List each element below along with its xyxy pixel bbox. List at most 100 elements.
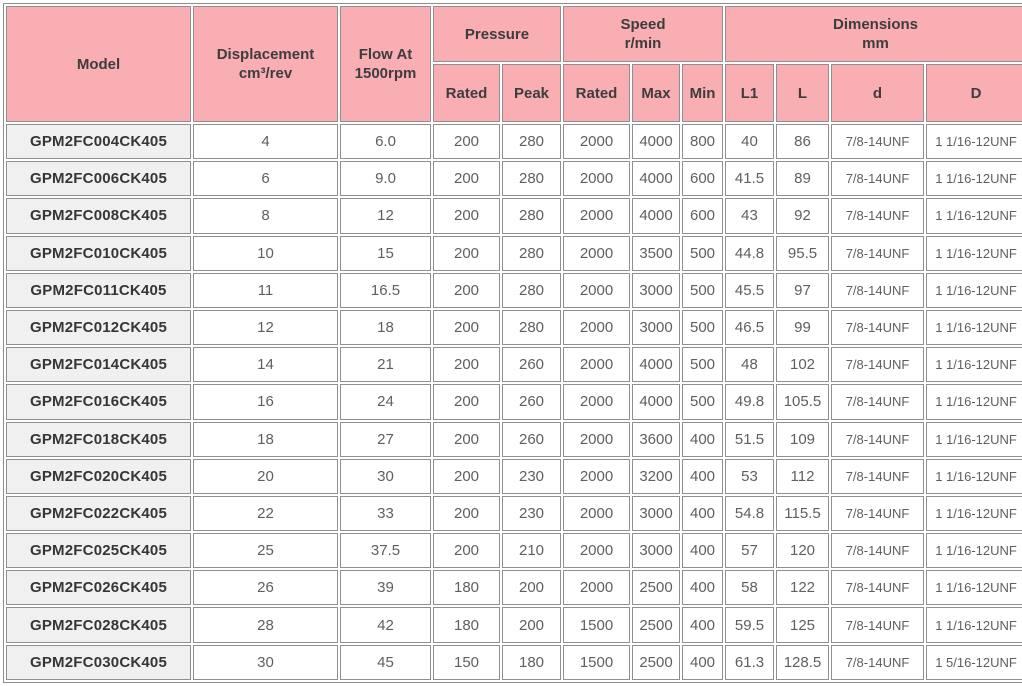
d-cell: 7/8-14UNF — [831, 421, 924, 457]
l-cell: 86 — [776, 124, 829, 160]
flow-cell: 39 — [340, 570, 431, 606]
col-header-flow: Flow At 1500rpm — [340, 6, 431, 122]
displacement-cell: 14 — [193, 347, 338, 383]
pressure-rated-cell: 200 — [433, 124, 500, 160]
l1-cell: 41.5 — [725, 161, 774, 197]
pressure-rated-cell: 150 — [433, 644, 500, 680]
D-cell: 1 1/16-12UNF — [926, 161, 1022, 197]
col-header-d: d — [831, 64, 924, 122]
l1-cell: 59.5 — [725, 607, 774, 643]
model-cell: GPM2FC006CK405 — [6, 161, 191, 197]
model-cell: GPM2FC008CK405 — [6, 198, 191, 234]
d-cell: 7/8-14UNF — [831, 533, 924, 569]
flow-cell: 15 — [340, 235, 431, 271]
pressure-rated-cell: 200 — [433, 309, 500, 346]
l1-cell: 53 — [725, 458, 774, 494]
speed-max-cell: 3600 — [632, 421, 680, 457]
pressure-peak-cell: 200 — [502, 607, 561, 643]
pressure-peak-cell: 280 — [502, 272, 561, 308]
speed-rated-cell: 2000 — [563, 495, 630, 532]
table-row: GPM2FC018CK405 18 27 200 260 2000 3600 400 51.5 1… — [6, 421, 1022, 457]
pressure-peak-cell: 280 — [502, 198, 561, 234]
table-row: GPM2FC010CK405 10 15 200 280 2000 3500 500 44.8 9… — [6, 235, 1022, 271]
flow-cell: 45 — [340, 644, 431, 680]
speed-min-cell: 400 — [682, 458, 723, 494]
D-cell: 1 1/16-12UNF — [926, 533, 1022, 569]
l1-cell: 58 — [725, 570, 774, 606]
flow-cell: 27 — [340, 421, 431, 457]
table-row: GPM2FC008CK405 8 12 200 280 2000 4000 600 43 92 7/… — [6, 198, 1022, 234]
l1-cell: 40 — [725, 124, 774, 160]
l-cell: 128.5 — [776, 644, 829, 680]
speed-min-cell: 400 — [682, 644, 723, 680]
speed-rated-cell: 2000 — [563, 124, 630, 160]
displacement-cell: 25 — [193, 533, 338, 569]
l1-cell: 49.8 — [725, 384, 774, 420]
model-cell: GPM2FC016CK405 — [6, 384, 191, 420]
pressure-rated-cell: 180 — [433, 607, 500, 643]
model-cell: GPM2FC011CK405 — [6, 272, 191, 308]
l1-cell: 44.8 — [725, 235, 774, 271]
speed-max-cell: 3200 — [632, 458, 680, 494]
pressure-peak-cell: 280 — [502, 161, 561, 197]
d-cell: 7/8-14UNF — [831, 235, 924, 271]
table-row: GPM2FC020CK405 20 30 200 230 2000 3200 400 53 112… — [6, 458, 1022, 494]
speed-min-cell: 400 — [682, 495, 723, 532]
flow-cell: 37.5 — [340, 533, 431, 569]
speed-max-cell: 4000 — [632, 384, 680, 420]
l1-cell: 46.5 — [725, 309, 774, 346]
speed-rated-cell: 2000 — [563, 533, 630, 569]
table-row: GPM2FC028CK405 28 42 180 200 1500 2500 400 59.5 1… — [6, 607, 1022, 643]
speed-rated-cell: 2000 — [563, 235, 630, 271]
speed-max-cell: 3000 — [632, 495, 680, 532]
table-row: GPM2FC026CK405 26 39 180 200 2000 2500 400 58 122… — [6, 570, 1022, 606]
col-header-displacement: Displacement cm³/rev — [193, 6, 338, 122]
displacement-cell: 11 — [193, 272, 338, 308]
d-cell: 7/8-14UNF — [831, 495, 924, 532]
displacement-cell: 30 — [193, 644, 338, 680]
col-header-model: Model — [6, 6, 191, 122]
table-header: Model Displacement cm³/rev Flow At 1500r… — [6, 6, 1022, 122]
group-header-dimensions: Dimensions mm — [725, 6, 1022, 62]
table-row: GPM2FC030CK405 30 45 150 180 1500 2500 400 61.3 1… — [6, 644, 1022, 680]
speed-rated-cell: 2000 — [563, 458, 630, 494]
l1-cell: 54.8 — [725, 495, 774, 532]
d-cell: 7/8-14UNF — [831, 309, 924, 346]
table-body: GPM2FC004CK405 4 6.0 200 280 2000 4000 800 40 86 7… — [6, 124, 1022, 680]
speed-rated-cell: 1500 — [563, 644, 630, 680]
col-header-speed-rated: Rated — [563, 64, 630, 122]
pressure-peak-cell: 280 — [502, 124, 561, 160]
D-cell: 1 1/16-12UNF — [926, 309, 1022, 346]
speed-min-cell: 400 — [682, 421, 723, 457]
col-header-pressure-peak: Peak — [502, 64, 561, 122]
group-header-speed-line2: r/min — [624, 35, 662, 52]
l-cell: 102 — [776, 347, 829, 383]
pressure-peak-cell: 200 — [502, 570, 561, 606]
col-header-l1: L1 — [725, 64, 774, 122]
speed-rated-cell: 2000 — [563, 198, 630, 234]
flow-cell: 24 — [340, 384, 431, 420]
displacement-cell: 26 — [193, 570, 338, 606]
speed-max-cell: 3500 — [632, 235, 680, 271]
pressure-peak-cell: 260 — [502, 347, 561, 383]
d-cell: 7/8-14UNF — [831, 161, 924, 197]
pump-spec-table: Model Displacement cm³/rev Flow At 1500r… — [3, 3, 1022, 683]
speed-max-cell: 4000 — [632, 161, 680, 197]
pressure-peak-cell: 260 — [502, 421, 561, 457]
flow-cell: 33 — [340, 495, 431, 532]
pressure-rated-cell: 200 — [433, 421, 500, 457]
speed-rated-cell: 2000 — [563, 309, 630, 346]
model-cell: GPM2FC022CK405 — [6, 495, 191, 532]
displacement-cell: 16 — [193, 384, 338, 420]
flow-cell: 18 — [340, 309, 431, 346]
pressure-peak-cell: 180 — [502, 644, 561, 680]
group-header-pressure-label: Pressure — [464, 25, 530, 43]
speed-max-cell: 3000 — [632, 272, 680, 308]
flow-cell: 6.0 — [340, 124, 431, 160]
flow-cell: 12 — [340, 198, 431, 234]
table-row: GPM2FC006CK405 6 9.0 200 280 2000 4000 600 41.5 8… — [6, 161, 1022, 197]
D-cell: 1 1/16-12UNF — [926, 124, 1022, 160]
speed-rated-cell: 2000 — [563, 570, 630, 606]
pressure-peak-cell: 260 — [502, 384, 561, 420]
